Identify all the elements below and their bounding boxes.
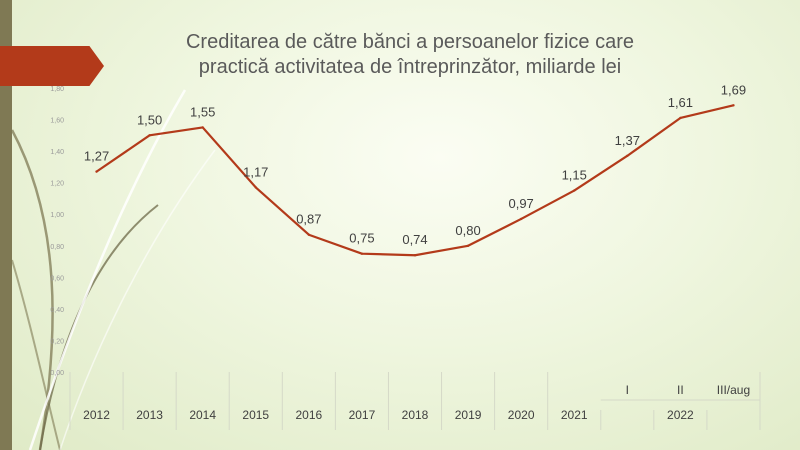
- y-tick-label: 0,00: [50, 370, 64, 377]
- data-label: 1,69: [721, 82, 746, 97]
- x-tick-label: II: [677, 383, 684, 397]
- y-tick-label: 0,20: [50, 338, 64, 345]
- x-group-label: 2022: [667, 408, 694, 422]
- data-label: 1,55: [190, 104, 215, 119]
- x-tick-label: 2020: [508, 408, 535, 422]
- data-point: [360, 252, 364, 255]
- data-label: 1,50: [137, 112, 162, 127]
- data-point: [519, 217, 523, 221]
- data-label: 0,97: [508, 196, 533, 211]
- x-tick-label: 2016: [295, 408, 322, 422]
- title-arrow-banner: [0, 46, 104, 86]
- x-tick-label: 2013: [136, 408, 163, 422]
- y-tick-label: 1,80: [50, 86, 64, 93]
- data-point: [254, 186, 257, 189]
- y-tick-label: 0,80: [50, 244, 64, 251]
- x-tick-label: 2019: [455, 408, 482, 422]
- data-point: [148, 134, 151, 137]
- data-point: [626, 154, 629, 158]
- data-label: 1,15: [562, 168, 587, 183]
- data-label: 0,74: [402, 232, 427, 247]
- left-accent-bar: [0, 0, 12, 450]
- data-label: 0,87: [296, 212, 321, 227]
- data-label: 1,17: [243, 164, 268, 179]
- x-tick-label: 2014: [189, 408, 216, 422]
- y-tick-label: 0,40: [50, 307, 64, 314]
- data-point: [307, 233, 311, 236]
- data-label: 1,27: [84, 149, 109, 164]
- y-tick-label: 1,00: [50, 212, 64, 219]
- data-point: [732, 104, 735, 107]
- x-tick-label: 2015: [242, 408, 269, 422]
- data-point: [466, 244, 470, 247]
- chart-title: Creditarea de către bănci a persoanelor …: [140, 30, 680, 80]
- y-tick-label: 1,20: [50, 181, 64, 188]
- chart-title-line-2: practică activitatea de întreprinzător, …: [198, 56, 622, 78]
- x-tick-label: 2017: [349, 408, 376, 422]
- x-tick-label: 2012: [83, 408, 110, 422]
- data-point: [95, 170, 98, 173]
- data-point: [679, 116, 682, 120]
- x-tick-label: 2018: [402, 408, 429, 422]
- chart-title-line-1: Creditarea de către bănci a persoanelor …: [185, 31, 635, 53]
- x-tick-label: I: [626, 383, 629, 397]
- y-tick-label: 1,40: [50, 149, 64, 156]
- data-label: 0,80: [455, 223, 480, 238]
- data-label: 0,75: [349, 231, 374, 246]
- data-label: 1,61: [668, 95, 693, 110]
- x-tick-label: 2021: [561, 408, 588, 422]
- data-point: [201, 126, 204, 129]
- data-point: [413, 254, 417, 257]
- data-label: 1,37: [615, 133, 640, 148]
- y-tick-label: 1,60: [50, 118, 64, 125]
- y-tick-label: 0,60: [50, 275, 64, 282]
- x-tick-label: III/aug: [717, 383, 750, 397]
- data-point: [573, 189, 576, 192]
